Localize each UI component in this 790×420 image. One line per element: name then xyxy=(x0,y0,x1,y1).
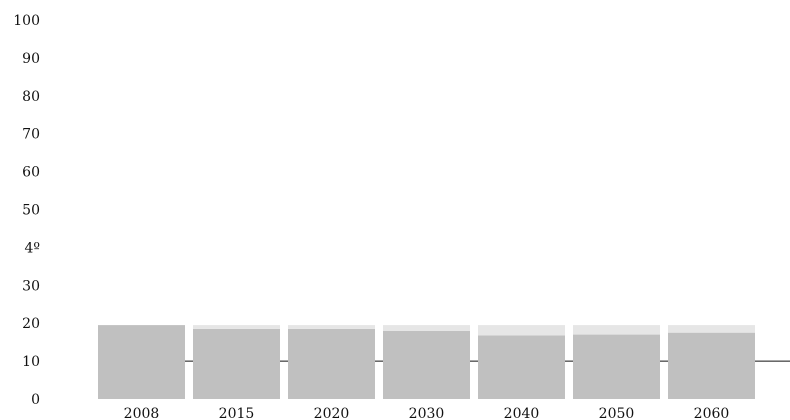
bar-base-2030 xyxy=(383,330,470,399)
x-tick-label: 2020 xyxy=(314,406,350,420)
bar-top-2040 xyxy=(478,325,565,336)
bar-base-2020 xyxy=(288,328,375,399)
x-tick-label: 2060 xyxy=(694,406,730,420)
bar-top-2050 xyxy=(573,325,660,335)
bar-top-2020 xyxy=(288,325,375,329)
x-tick-label: 2050 xyxy=(599,406,635,420)
y-tick-label: 90 xyxy=(22,51,40,67)
y-tick-label: 70 xyxy=(22,127,40,143)
bar-base-2060 xyxy=(668,332,755,399)
y-axis-ticks: 0 10 20 30 4º 50 60 70 80 90 100 xyxy=(13,13,40,408)
y-tick-label: 4º xyxy=(25,240,41,256)
y-tick-label: 30 xyxy=(22,278,40,294)
x-axis-ticks: 2008 2015 2020 2030 2040 2050 2060 xyxy=(124,406,730,420)
y-tick-label: 0 xyxy=(31,392,40,408)
bar-base-2050 xyxy=(573,334,660,399)
y-tick-label: 60 xyxy=(22,165,40,181)
x-tick-label: 2015 xyxy=(219,406,255,420)
y-tick-label: 10 xyxy=(22,354,40,370)
y-tick-label: 100 xyxy=(13,13,40,29)
bar-top-2060 xyxy=(668,325,755,333)
bar-base-2008 xyxy=(98,325,185,399)
x-tick-label: 2040 xyxy=(504,406,540,420)
y-tick-label: 50 xyxy=(22,203,40,219)
bar-base-2040 xyxy=(478,335,565,399)
x-tick-label: 2030 xyxy=(409,406,445,420)
bar-base-2015 xyxy=(193,328,280,399)
bar-top-2015 xyxy=(193,325,280,329)
x-tick-label: 2008 xyxy=(124,406,160,420)
y-tick-label: 20 xyxy=(22,316,40,332)
bar-top-2030 xyxy=(383,325,470,331)
bars-group xyxy=(98,325,755,399)
y-tick-label: 80 xyxy=(22,89,40,105)
